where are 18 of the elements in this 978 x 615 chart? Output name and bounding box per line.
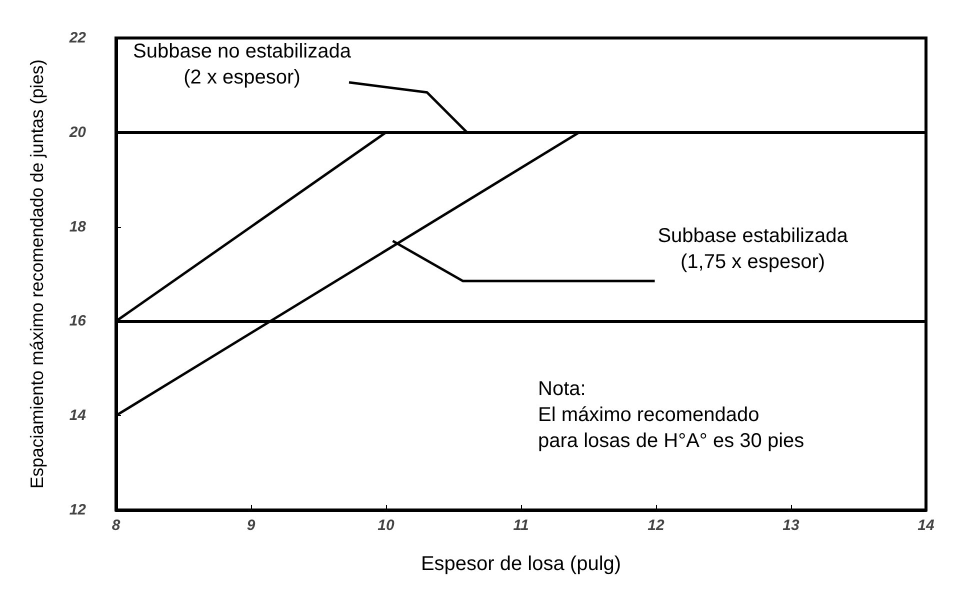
y-tick-label: 20	[68, 124, 87, 141]
x-tick-label: 10	[378, 517, 395, 534]
y-tick-label: 12	[69, 502, 87, 518]
y-axis-title: Espaciamiento máximo recomendado de juntas (pies)	[27, 59, 47, 489]
x-tick-label: 8	[112, 517, 121, 534]
x-tick-label: 12	[648, 517, 665, 534]
annotation: Subbase estabilizada (1,75 x espesor)	[658, 224, 849, 273]
y-tick-label: 22	[68, 30, 87, 46]
y-tick-label: 16	[69, 312, 87, 330]
x-tick-label: 11	[513, 517, 529, 534]
x-tick-label: 14	[918, 517, 935, 534]
x-tick-label: 9	[246, 517, 256, 534]
annotation: Nota: El máximo recomendado para losas de H°A° es 30 pies	[538, 378, 804, 452]
y-tick-label: 14	[69, 407, 87, 424]
y-tick-label: 18	[69, 218, 87, 236]
annotation: Subbase no estabilizada (2 x espesor)	[133, 40, 352, 88]
x-axis-title: Espesor de losa (pulg)	[420, 553, 622, 575]
x-tick-label: 13	[782, 517, 800, 534]
